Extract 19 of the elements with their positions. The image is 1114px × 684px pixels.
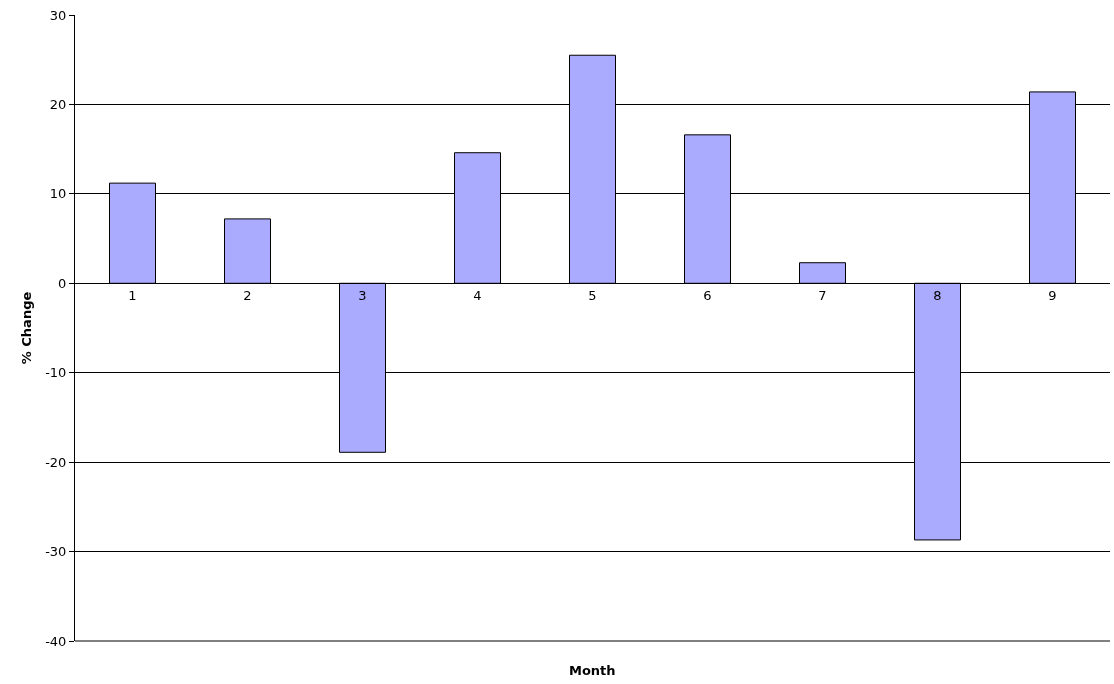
x-tick-label: 5 bbox=[588, 287, 597, 303]
x-tick-label: 8 bbox=[933, 287, 942, 303]
x-axis-title: Month bbox=[569, 663, 616, 678]
y-tick-label: -40 bbox=[45, 633, 67, 649]
y-tick-label: 10 bbox=[49, 186, 67, 202]
x-tick-label: 1 bbox=[128, 287, 137, 303]
y-tick-label: 30 bbox=[49, 7, 67, 23]
x-tick-label: 6 bbox=[703, 287, 712, 303]
y-tick-label: -10 bbox=[45, 365, 67, 381]
y-tick-label: -30 bbox=[45, 544, 67, 560]
y-tick-label: 0 bbox=[58, 275, 67, 291]
y-tick-label: 20 bbox=[49, 96, 67, 112]
y-axis-title: % Change bbox=[19, 291, 35, 365]
x-tick-label: 7 bbox=[818, 287, 827, 303]
x-tick-label: 3 bbox=[358, 287, 367, 303]
y-tick-label: -20 bbox=[45, 454, 67, 470]
x-tick-label: 2 bbox=[243, 287, 252, 303]
x-tick-label: 9 bbox=[1048, 287, 1057, 303]
x-tick-label: 4 bbox=[473, 287, 482, 303]
